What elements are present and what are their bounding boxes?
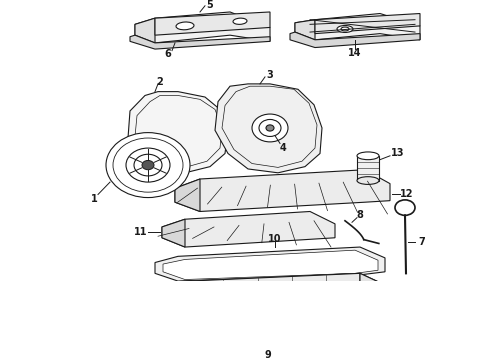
Ellipse shape — [337, 26, 353, 32]
Circle shape — [113, 138, 183, 192]
Text: 6: 6 — [165, 49, 172, 59]
Text: 13: 13 — [391, 148, 405, 158]
Ellipse shape — [259, 120, 281, 136]
Text: 2: 2 — [157, 77, 163, 86]
Ellipse shape — [233, 18, 247, 24]
Ellipse shape — [357, 177, 379, 184]
Polygon shape — [290, 32, 420, 48]
Circle shape — [395, 200, 415, 215]
Text: 9: 9 — [265, 350, 271, 360]
Polygon shape — [315, 14, 420, 33]
Text: 11: 11 — [134, 228, 148, 237]
Ellipse shape — [227, 310, 283, 327]
Polygon shape — [130, 273, 385, 308]
Ellipse shape — [176, 22, 194, 30]
Ellipse shape — [252, 114, 288, 142]
Polygon shape — [162, 211, 335, 247]
Text: 10: 10 — [268, 234, 282, 244]
Polygon shape — [295, 14, 420, 40]
Polygon shape — [175, 170, 390, 211]
Ellipse shape — [266, 125, 274, 131]
Polygon shape — [222, 86, 317, 167]
Polygon shape — [360, 273, 385, 328]
Circle shape — [142, 161, 154, 170]
Ellipse shape — [238, 313, 272, 324]
Text: 5: 5 — [207, 0, 213, 10]
Text: 14: 14 — [348, 48, 362, 58]
Circle shape — [126, 148, 170, 182]
Polygon shape — [135, 12, 270, 43]
Text: 4: 4 — [280, 143, 286, 153]
Polygon shape — [155, 273, 360, 337]
Circle shape — [106, 132, 190, 198]
Polygon shape — [130, 320, 385, 349]
Text: 7: 7 — [418, 237, 425, 247]
Text: 8: 8 — [357, 210, 364, 220]
Circle shape — [134, 154, 162, 176]
Polygon shape — [163, 250, 378, 279]
Polygon shape — [357, 156, 379, 181]
Text: 3: 3 — [267, 69, 273, 80]
Polygon shape — [175, 179, 200, 211]
Polygon shape — [130, 283, 155, 341]
Polygon shape — [295, 20, 315, 40]
Polygon shape — [130, 35, 270, 49]
Ellipse shape — [357, 152, 379, 160]
Polygon shape — [128, 92, 228, 173]
Polygon shape — [135, 18, 155, 43]
Ellipse shape — [341, 27, 349, 31]
Polygon shape — [155, 247, 385, 281]
Text: 12: 12 — [400, 189, 414, 199]
Polygon shape — [162, 219, 185, 247]
Polygon shape — [155, 12, 270, 35]
Polygon shape — [135, 95, 222, 167]
Text: 1: 1 — [91, 194, 98, 204]
Polygon shape — [215, 84, 322, 173]
